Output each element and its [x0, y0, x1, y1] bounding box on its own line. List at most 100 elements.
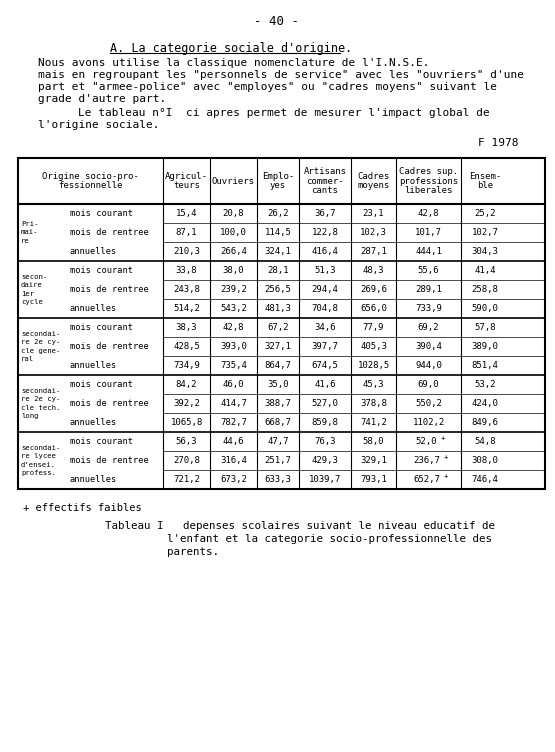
Text: 38,0: 38,0: [223, 266, 244, 275]
Text: 270,8: 270,8: [173, 456, 200, 465]
Text: - 40 -: - 40 -: [255, 15, 300, 28]
Text: parents.: parents.: [167, 547, 219, 557]
Text: mois courant: mois courant: [70, 323, 133, 332]
Text: 324,1: 324,1: [265, 247, 291, 256]
Text: grade d'autre part.: grade d'autre part.: [38, 94, 166, 104]
Text: re 2e cy-: re 2e cy-: [21, 396, 60, 402]
Text: 69,2: 69,2: [418, 323, 439, 332]
Text: 849,6: 849,6: [472, 418, 498, 427]
Text: 47,7: 47,7: [268, 437, 289, 446]
Text: 633,3: 633,3: [265, 475, 291, 484]
Text: cants: cants: [311, 186, 339, 195]
Text: 48,3: 48,3: [363, 266, 384, 275]
Text: 734,9: 734,9: [173, 361, 200, 370]
Text: 52,0: 52,0: [416, 437, 437, 446]
Text: 704,8: 704,8: [311, 304, 339, 313]
Text: 429,3: 429,3: [311, 456, 339, 465]
Text: 44,6: 44,6: [223, 437, 244, 446]
Text: 746,4: 746,4: [472, 475, 498, 484]
Text: 721,2: 721,2: [173, 475, 200, 484]
Text: l'enfant et la categorie socio-professionnelle des: l'enfant et la categorie socio-professio…: [167, 534, 492, 544]
Text: d'ensei.: d'ensei.: [21, 462, 56, 468]
Text: annuelles: annuelles: [70, 361, 117, 370]
Text: 57,8: 57,8: [475, 323, 496, 332]
Text: daire: daire: [21, 282, 43, 288]
Text: 390,4: 390,4: [415, 342, 442, 351]
Text: 239,2: 239,2: [220, 285, 247, 294]
Text: 236,7: 236,7: [413, 456, 440, 465]
Text: 389,0: 389,0: [472, 342, 498, 351]
Text: 793,1: 793,1: [360, 475, 387, 484]
Text: 55,6: 55,6: [418, 266, 439, 275]
Text: Ensem-: Ensem-: [469, 171, 501, 180]
Text: 316,4: 316,4: [220, 456, 247, 465]
Text: 28,1: 28,1: [268, 266, 289, 275]
Text: mai-: mai-: [21, 229, 38, 235]
Text: 266,4: 266,4: [220, 247, 247, 256]
Text: secondai-: secondai-: [21, 388, 60, 394]
Text: Artisans: Artisans: [304, 167, 346, 176]
Text: 543,2: 543,2: [220, 304, 247, 313]
Text: 45,3: 45,3: [363, 380, 384, 389]
Text: 1028,5: 1028,5: [357, 361, 390, 370]
Text: 76,3: 76,3: [314, 437, 336, 446]
Text: 444,1: 444,1: [415, 247, 442, 256]
Text: + effectifs faibles: + effectifs faibles: [23, 503, 142, 513]
Text: 15,4: 15,4: [176, 209, 197, 218]
Text: profess.: profess.: [21, 470, 56, 476]
Text: 393,0: 393,0: [220, 342, 247, 351]
Text: mois courant: mois courant: [70, 380, 133, 389]
Text: Ouvriers: Ouvriers: [212, 177, 255, 186]
Text: 287,1: 287,1: [360, 247, 387, 256]
Text: secon-: secon-: [21, 274, 47, 280]
Text: 69,0: 69,0: [418, 380, 439, 389]
Text: 35,0: 35,0: [268, 380, 289, 389]
Text: annuelles: annuelles: [70, 304, 117, 313]
Text: F 1978: F 1978: [477, 138, 518, 148]
Text: 741,2: 741,2: [360, 418, 387, 427]
Text: +: +: [441, 435, 445, 441]
Text: Emplo-: Emplo-: [262, 171, 294, 180]
Text: commer-: commer-: [306, 177, 344, 186]
Text: 864,7: 864,7: [265, 361, 291, 370]
Text: 550,2: 550,2: [415, 399, 442, 408]
Text: teurs: teurs: [173, 181, 200, 190]
Text: annuelles: annuelles: [70, 418, 117, 427]
Text: 590,0: 590,0: [472, 304, 498, 313]
Text: cle gene-: cle gene-: [21, 347, 60, 353]
Text: 269,6: 269,6: [360, 285, 387, 294]
Text: annuelles: annuelles: [70, 247, 117, 256]
Text: 944,0: 944,0: [415, 361, 442, 370]
Text: yes: yes: [270, 181, 286, 190]
Text: mois de rentree: mois de rentree: [70, 399, 149, 408]
Text: secondai-: secondai-: [21, 331, 60, 337]
Text: 397,7: 397,7: [311, 342, 339, 351]
Text: ral: ral: [21, 356, 34, 362]
Text: 674,5: 674,5: [311, 361, 339, 370]
Text: 308,0: 308,0: [472, 456, 498, 465]
Text: 87,1: 87,1: [176, 228, 197, 237]
Text: 38,3: 38,3: [176, 323, 197, 332]
Text: mois courant: mois courant: [70, 437, 133, 446]
Text: 652,7: 652,7: [413, 475, 440, 484]
Text: annuelles: annuelles: [70, 475, 117, 484]
Text: Cadres sup.: Cadres sup.: [399, 167, 458, 176]
Text: mois de rentree: mois de rentree: [70, 342, 149, 351]
Text: 58,0: 58,0: [363, 437, 384, 446]
Text: 392,2: 392,2: [173, 399, 200, 408]
Text: 122,8: 122,8: [311, 228, 339, 237]
Text: 56,3: 56,3: [176, 437, 197, 446]
Text: l'origine sociale.: l'origine sociale.: [38, 120, 159, 130]
Text: 428,5: 428,5: [173, 342, 200, 351]
Text: 1er: 1er: [21, 291, 34, 297]
Text: re lycee: re lycee: [21, 453, 56, 459]
Text: 378,8: 378,8: [360, 399, 387, 408]
Text: ble: ble: [477, 181, 493, 190]
Text: cycle: cycle: [21, 299, 43, 305]
Text: mois de rentree: mois de rentree: [70, 285, 149, 294]
Text: 53,2: 53,2: [475, 380, 496, 389]
Text: 26,2: 26,2: [268, 209, 289, 218]
Text: re: re: [21, 238, 30, 244]
Text: 210,3: 210,3: [173, 247, 200, 256]
Text: 100,0: 100,0: [220, 228, 247, 237]
